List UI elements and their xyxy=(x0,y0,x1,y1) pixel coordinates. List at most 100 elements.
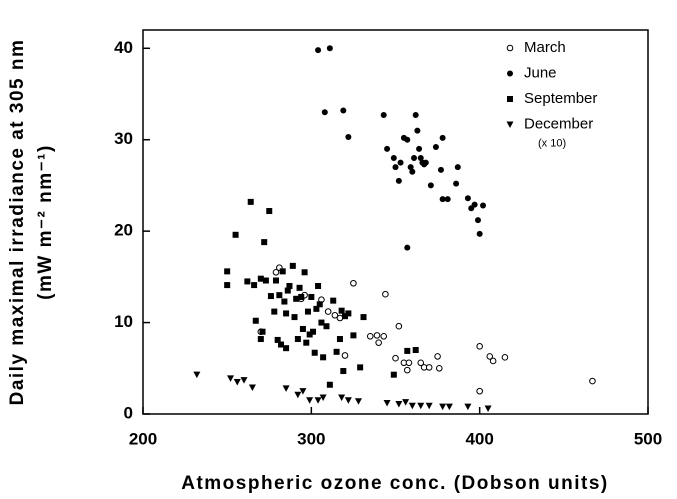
point xyxy=(304,308,311,315)
point xyxy=(289,262,296,269)
point xyxy=(384,145,391,152)
point xyxy=(412,112,419,119)
point xyxy=(333,348,340,355)
legend-marker xyxy=(507,96,513,102)
point xyxy=(293,295,300,302)
point xyxy=(444,196,451,203)
point xyxy=(227,375,235,382)
point xyxy=(299,388,307,395)
point xyxy=(411,155,418,161)
point xyxy=(224,282,231,289)
point xyxy=(407,164,414,171)
point xyxy=(276,292,283,299)
point xyxy=(414,127,421,134)
point xyxy=(313,305,320,312)
point xyxy=(272,277,279,284)
y-tick-label: 40 xyxy=(114,38,133,57)
point xyxy=(257,336,264,343)
point xyxy=(345,310,352,317)
point xyxy=(432,144,439,151)
point xyxy=(397,159,404,166)
point xyxy=(306,397,314,404)
point xyxy=(261,239,268,246)
point xyxy=(331,311,339,319)
x-axis-label: Atmospheric ozone conc. (Dobson units) xyxy=(181,473,609,494)
point xyxy=(252,317,259,324)
x-tick-label: 300 xyxy=(297,429,325,448)
point xyxy=(471,201,478,208)
point xyxy=(489,357,497,365)
point xyxy=(453,180,460,187)
legend-label: September xyxy=(524,90,597,107)
point xyxy=(409,168,416,175)
point xyxy=(301,269,308,276)
point xyxy=(350,332,357,339)
point xyxy=(392,354,399,362)
point xyxy=(284,287,291,294)
point xyxy=(476,230,483,237)
point xyxy=(298,293,305,300)
point xyxy=(321,109,328,116)
point xyxy=(282,385,290,392)
point xyxy=(373,332,381,339)
point xyxy=(310,328,317,335)
point xyxy=(425,364,433,371)
point xyxy=(403,366,411,374)
point xyxy=(233,379,241,386)
point xyxy=(340,368,347,375)
point xyxy=(286,283,293,289)
point xyxy=(422,159,429,166)
x-tick-label: 200 xyxy=(129,429,157,448)
point xyxy=(324,308,332,315)
legend-label: June xyxy=(524,64,557,81)
point xyxy=(480,202,487,209)
legend-marker xyxy=(506,44,514,52)
point xyxy=(318,319,325,326)
point xyxy=(247,198,254,205)
point xyxy=(454,164,461,171)
point xyxy=(380,332,388,340)
point xyxy=(257,275,264,282)
point xyxy=(417,359,425,367)
point xyxy=(314,397,322,404)
point xyxy=(445,403,453,411)
point xyxy=(274,336,281,343)
point xyxy=(342,313,348,320)
point xyxy=(408,402,416,410)
point xyxy=(240,377,248,384)
point xyxy=(251,282,258,289)
point xyxy=(435,364,443,372)
point xyxy=(476,343,483,350)
point xyxy=(279,268,286,275)
y-tick-label: 30 xyxy=(114,129,133,148)
point xyxy=(272,268,280,276)
y-tick-label: 0 xyxy=(124,403,133,422)
point xyxy=(345,133,352,140)
point xyxy=(474,217,481,224)
point xyxy=(375,339,382,346)
point xyxy=(341,352,349,359)
point xyxy=(427,182,434,189)
y-tick-label: 10 xyxy=(114,312,133,331)
point xyxy=(382,290,389,298)
point xyxy=(366,332,374,340)
point xyxy=(484,405,492,413)
point xyxy=(589,377,596,385)
point xyxy=(476,387,483,395)
point xyxy=(439,134,446,141)
point xyxy=(283,310,290,317)
point xyxy=(271,308,278,315)
point xyxy=(299,325,306,332)
point xyxy=(390,155,397,161)
point xyxy=(193,371,201,379)
point xyxy=(395,322,403,330)
point xyxy=(416,145,423,152)
point xyxy=(323,323,330,330)
point xyxy=(338,394,346,402)
point xyxy=(437,166,444,173)
point xyxy=(383,400,391,407)
point xyxy=(486,353,494,360)
y-axis-label: Daily maximal irradiance at 305 nm xyxy=(7,39,28,406)
point xyxy=(404,347,411,354)
